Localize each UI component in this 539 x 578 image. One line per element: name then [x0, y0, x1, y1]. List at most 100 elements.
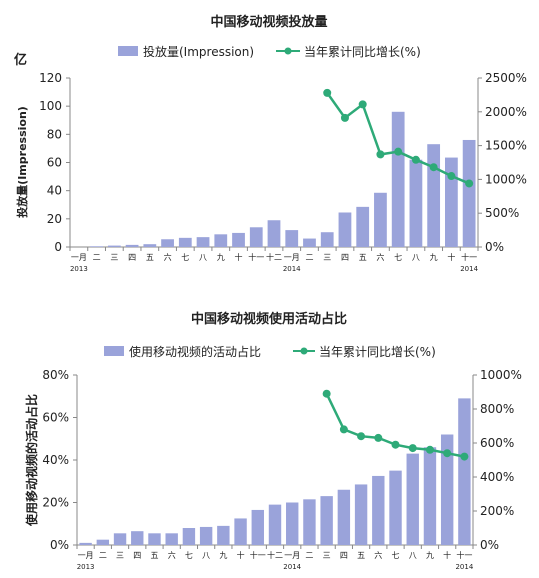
chart2-legend-bar-label: 使用移动视频的活动占比: [129, 344, 261, 359]
chart1-y2-tick-label: 1500%: [485, 139, 527, 153]
chart2-x-tick-label: 十二: [267, 550, 283, 560]
chart1-bar: [196, 237, 210, 247]
chart1-bar: [445, 157, 458, 247]
chart1-x-tick-label: 二: [93, 253, 101, 262]
chart2-growth-point: [408, 444, 417, 453]
chart1-x-tick-label: 六: [164, 252, 172, 262]
chart2-x-tick-label: 三: [116, 551, 124, 560]
chart2-x-tick-label: 五: [357, 551, 365, 560]
chart2-x-tick-label: 十: [237, 550, 245, 560]
chart1-growth-point: [394, 147, 403, 156]
chart2-x-tick-label: 二: [99, 551, 107, 560]
chart1-x-tick-label: 十一: [461, 252, 477, 262]
chart1-y2-tick-label: 2000%: [485, 105, 527, 119]
chart1-growth-point: [465, 179, 474, 188]
chart1-legend-line-label: 当年累计同比增长(%): [304, 45, 421, 59]
chart2-y-tick-label: 20%: [42, 496, 69, 510]
chart2-bar: [79, 542, 92, 545]
chart1-bar: [338, 212, 352, 247]
chart1-bar: [178, 237, 192, 247]
chart1-x-tick-label: 九: [217, 253, 225, 262]
chart2-x-tick-label: 六: [168, 550, 176, 560]
chart1-x-tick-label: 五: [146, 253, 154, 262]
plot-layer: 0 20 40 60 80 100 120 0% 500% 1000% 1500% 2000% 2500…: [39, 71, 527, 571]
chart2-bar: [320, 496, 333, 545]
chart2-y-tick-label: 60%: [42, 411, 69, 425]
chart2-year-label: 2014: [455, 563, 473, 571]
chart1-x-tick-label: 一月: [284, 253, 300, 262]
chart1-bar: [374, 192, 387, 247]
chart2-y2-tick-label: 400%: [480, 470, 514, 484]
chart1-bar: [161, 239, 174, 247]
chart1-year-label: 2014: [460, 265, 478, 273]
chart2-bar: [423, 447, 437, 545]
chart2-bar: [440, 434, 454, 545]
chart1-x-tick-label: 七: [181, 253, 189, 262]
chart2-y2-tick-label: 600%: [480, 436, 514, 450]
chart1-year-label: 2014: [283, 265, 301, 273]
chart2-x-tick-label: 五: [150, 551, 158, 560]
chart1-bar: [107, 245, 121, 247]
chart2-x-tick-label: 七: [392, 551, 400, 560]
chart2-x-tick-label: 十一: [456, 550, 472, 560]
chart2-x-tick-label: 四: [340, 551, 348, 560]
chart1-x-tick-label: 三: [110, 253, 118, 262]
chart1-y2-tick-label: 1000%: [485, 172, 527, 186]
chart1-x-tick-label: 一月: [71, 253, 87, 262]
chart1-x-tick-label: 七: [394, 253, 402, 262]
chart2-bar: [113, 533, 127, 545]
chart1-y2-tick-label: 0%: [485, 240, 504, 254]
chart2-bar: [303, 499, 316, 545]
chart2-bar: [354, 484, 368, 545]
chart2-y-tick-label: 80%: [42, 368, 69, 382]
chart2-bar: [251, 509, 264, 545]
chart1-x-tick-label: 八: [412, 253, 420, 262]
chart2-bar: [458, 398, 471, 545]
chart1-y-tick-label: 100: [39, 99, 62, 113]
chart1-unit-label: 亿: [14, 52, 27, 68]
chart2-bar: [96, 539, 110, 545]
chart2-growth-point: [357, 432, 366, 441]
chart1-growth-point: [323, 88, 332, 97]
chart1-bar: [125, 244, 139, 247]
chart2-x-tick-label: 三: [323, 551, 331, 560]
chart2-x-tick-label: 十一: [250, 550, 266, 560]
chart1-x-tick-label: 八: [199, 253, 207, 262]
chart1-bar: [409, 159, 423, 247]
chart1-x-tick-label: 四: [341, 253, 349, 262]
chart2-y-tick-label: 0%: [50, 538, 69, 552]
chart2-bar: [217, 525, 230, 545]
chart2-growth-point: [374, 433, 383, 442]
chart1-growth-point: [376, 150, 385, 159]
chart2-bar: [148, 533, 161, 545]
chart1-y-tick-label: 20: [47, 212, 62, 226]
chart1-bar: [214, 234, 228, 247]
chart1-x-tick-label: 五: [359, 253, 367, 262]
chart2-legend-bar-swatch: [104, 346, 124, 356]
chart1-legend-bar-swatch: [118, 46, 138, 56]
chart2-bar: [165, 533, 178, 545]
chart2-x-tick-label: 二: [305, 551, 313, 560]
chart2-bar: [234, 518, 247, 545]
chart2-bar: [372, 475, 385, 545]
chart1-y-tick-label: 40: [47, 184, 62, 198]
chart1-growth-point: [340, 113, 349, 122]
chart2-legend-line-label: 当年累计同比增长(%): [319, 345, 436, 359]
chart1-bar: [427, 144, 441, 247]
chart1-y-axis-title: 投放量(Impression): [15, 106, 29, 218]
chart1-x-tick-label: 十: [235, 252, 243, 262]
chart1-y-tick-label: 120: [39, 71, 62, 85]
chart1-growth-point: [447, 172, 456, 181]
chart2-x-tick-label: 四: [133, 551, 141, 560]
chart1-x-tick-label: 四: [128, 253, 136, 262]
chart1-legend-bar-label: 投放量(Impression): [143, 44, 254, 59]
chart1-x-tick-label: 十一: [248, 252, 264, 262]
chart1-y2-tick-label: 500%: [485, 206, 519, 220]
chart2-legend-line-marker: [300, 347, 308, 355]
chart1-bar: [462, 139, 476, 247]
chart1-y-tick-label: 60: [47, 156, 62, 170]
chart2-x-tick-label: 九: [426, 551, 434, 560]
chart2-year-label: 2013: [77, 563, 95, 571]
chart2-growth-point: [391, 440, 400, 449]
chart1-x-tick-label: 六: [376, 252, 384, 262]
